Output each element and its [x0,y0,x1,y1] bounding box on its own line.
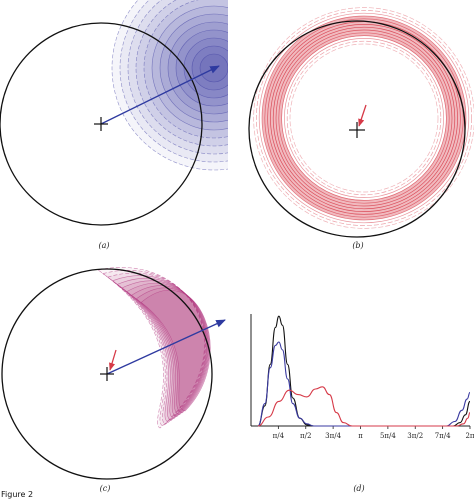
contour-line [256,10,472,226]
center-cross [94,117,108,131]
center-cross [349,122,365,138]
caption-c: (c) [100,484,111,493]
x-tick-label: 3π/4 [325,432,341,440]
contour-line [135,287,210,414]
contour-line [264,18,464,218]
x-tick-label: 3π/2 [407,432,423,440]
contour-line [289,43,439,193]
contour-line [116,278,208,421]
contour-line [140,289,211,412]
panel-c: (c) [1,267,226,493]
x-ticks: π/4 π/2 3π/4 π 5π/4 3π/2 7π/4 2π [273,426,474,440]
blue-density-contours [111,0,228,171]
contour-line [281,35,447,201]
contour-line [286,40,442,196]
caption-d: (d) [353,484,364,493]
x-tick-label: π/2 [300,432,311,440]
unit-circle [248,20,466,238]
contour-line [258,12,470,224]
x-tick-label: π [358,432,363,440]
contour-line [278,32,450,204]
ring-band [262,16,466,220]
panel-d: π/4 π/2 3π/4 π 5π/4 3π/2 7π/4 2π (d) [250,314,474,493]
direction-arrow [100,65,220,125]
contour-line [167,21,228,115]
contour-line [97,267,205,429]
x-tick-label: π/4 [273,432,285,440]
magenta-crescent-contours [97,267,211,429]
contour-line [131,285,210,416]
x-tick-label: 2π [465,432,474,440]
red-ring-contours [253,7,474,229]
series-group [257,315,471,427]
series-line [257,315,471,427]
x-tick-label: 5π/4 [380,432,396,440]
x-tick-label: 7π/4 [435,432,451,440]
contour-line [183,37,228,99]
caption-b: (b) [352,241,363,250]
series-line [257,386,471,427]
center-cross [100,367,114,381]
unit-circle [0,22,203,226]
direction-arrow [358,104,367,127]
contour-line [272,26,456,210]
direction-arrow-blue [106,319,226,375]
contour-line [261,15,467,221]
contour-line [275,29,453,207]
contour-line [135,0,228,147]
direction-arrow-red [109,349,117,371]
panel-a: (a) [0,0,228,250]
series-line [257,341,471,427]
contour-line [253,7,474,229]
contour-line [270,24,458,212]
contour-line [151,5,228,131]
contour-line [126,283,209,417]
contour-line [127,0,228,155]
contour-line [102,269,206,427]
contour-line [121,280,208,419]
panel-b: (b) [248,7,474,250]
figure-label: Figure 2 [1,490,33,499]
unit-circle [1,268,213,480]
contour-line [175,29,228,107]
density-line-chart: π/4 π/2 3π/4 π 5π/4 3π/2 7π/4 2π [250,314,474,440]
caption-a: (a) [98,241,109,250]
contour-line [284,38,444,198]
